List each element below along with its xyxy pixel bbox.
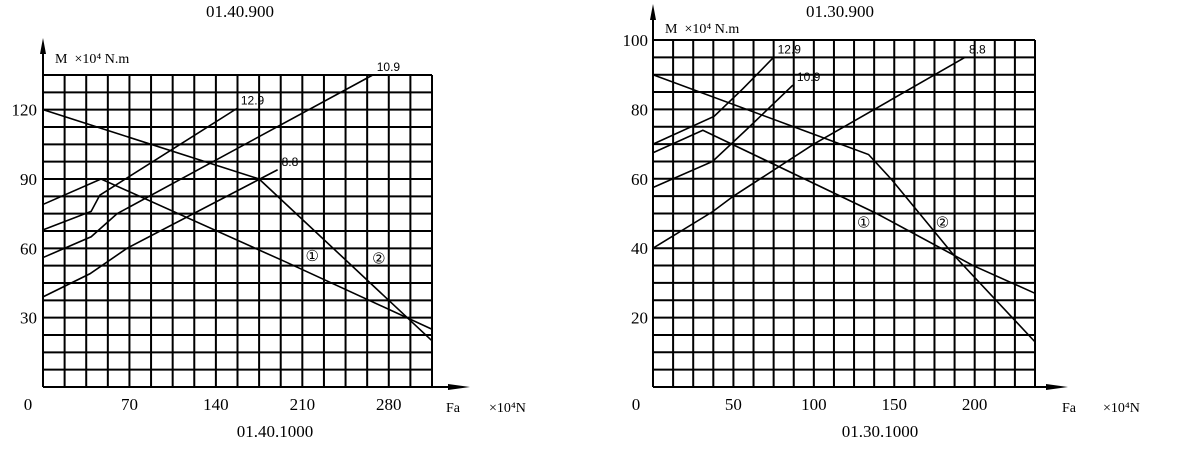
series-label: 8.8 [282,155,299,169]
curve-annotation: ① [857,215,870,231]
series-label: 10.9 [377,60,401,74]
x-tick-label: 140 [203,395,229,414]
y-axis-arrow-icon [650,4,656,20]
y-axis-arrow-icon [40,38,46,54]
x-tick-label: 280 [376,395,402,414]
series-line-curve-3 [42,178,433,330]
series-line-12-9 [42,107,238,231]
series-line-curve-4 [652,73,1036,343]
x-axis-label: Fa [446,401,461,416]
chart-title-bottom: 01.30.1000 [842,422,919,441]
x-axis-unit: ×10⁴N [1103,401,1140,416]
x-tick-label: 200 [962,395,988,414]
chart-title-top: 01.30.900 [806,2,874,21]
y-tick-label: 90 [20,170,37,189]
series-label: 12.9 [778,42,802,56]
grid [42,74,433,388]
y-tick-label: 60 [631,170,648,189]
y-axis-label: M ×10⁴ N.m [55,52,129,67]
series-line-8-8 [42,169,279,298]
series-label: 10.9 [797,70,821,84]
y-tick-label: 40 [631,239,648,258]
curve-annotation: ② [936,215,949,231]
series-label: 8.8 [969,42,986,56]
x-axis-unit: ×10⁴N [489,401,526,416]
x-tick-label: 210 [290,395,316,414]
grid [652,39,1036,388]
curve-annotation: ① [305,249,318,265]
series-line-8-8 [652,56,966,249]
y-tick-label: 100 [623,31,649,50]
chart-title-top: 01.40.900 [206,2,274,21]
x-tick-label: 70 [121,395,138,414]
x-tick-label: 0 [632,395,641,414]
y-tick-label: 120 [12,101,38,120]
y-tick-label: 20 [631,309,648,328]
y-tick-label: 30 [20,309,37,328]
x-tick-label: 150 [882,395,908,414]
series-line-curve-4 [42,108,433,342]
y-tick-label: 80 [631,100,648,119]
curve-annotation: ② [372,251,385,267]
chart-left: 01.40.900 01.40.1000 M ×10⁴ N.m Fa ×10⁴N… [12,2,526,441]
x-axis-label: Fa [1062,401,1077,416]
x-tick-label: 100 [801,395,827,414]
series-label: 12.9 [241,94,265,108]
chart-title-bottom: 01.40.1000 [237,422,314,441]
y-tick-label: 60 [20,239,37,258]
y-axis-label: M ×10⁴ N.m [665,22,739,37]
x-tick-label: 0 [24,395,33,414]
chart-right: 01.30.900 01.30.1000 M ×10⁴ N.m Fa ×10⁴N… [623,2,1140,441]
series-line-10-9 [42,74,374,259]
x-axis-arrow-icon [448,384,470,390]
series-line-curve-3 [652,129,1036,295]
x-tick-label: 50 [725,395,742,414]
x-axis-arrow-icon [1046,384,1068,390]
